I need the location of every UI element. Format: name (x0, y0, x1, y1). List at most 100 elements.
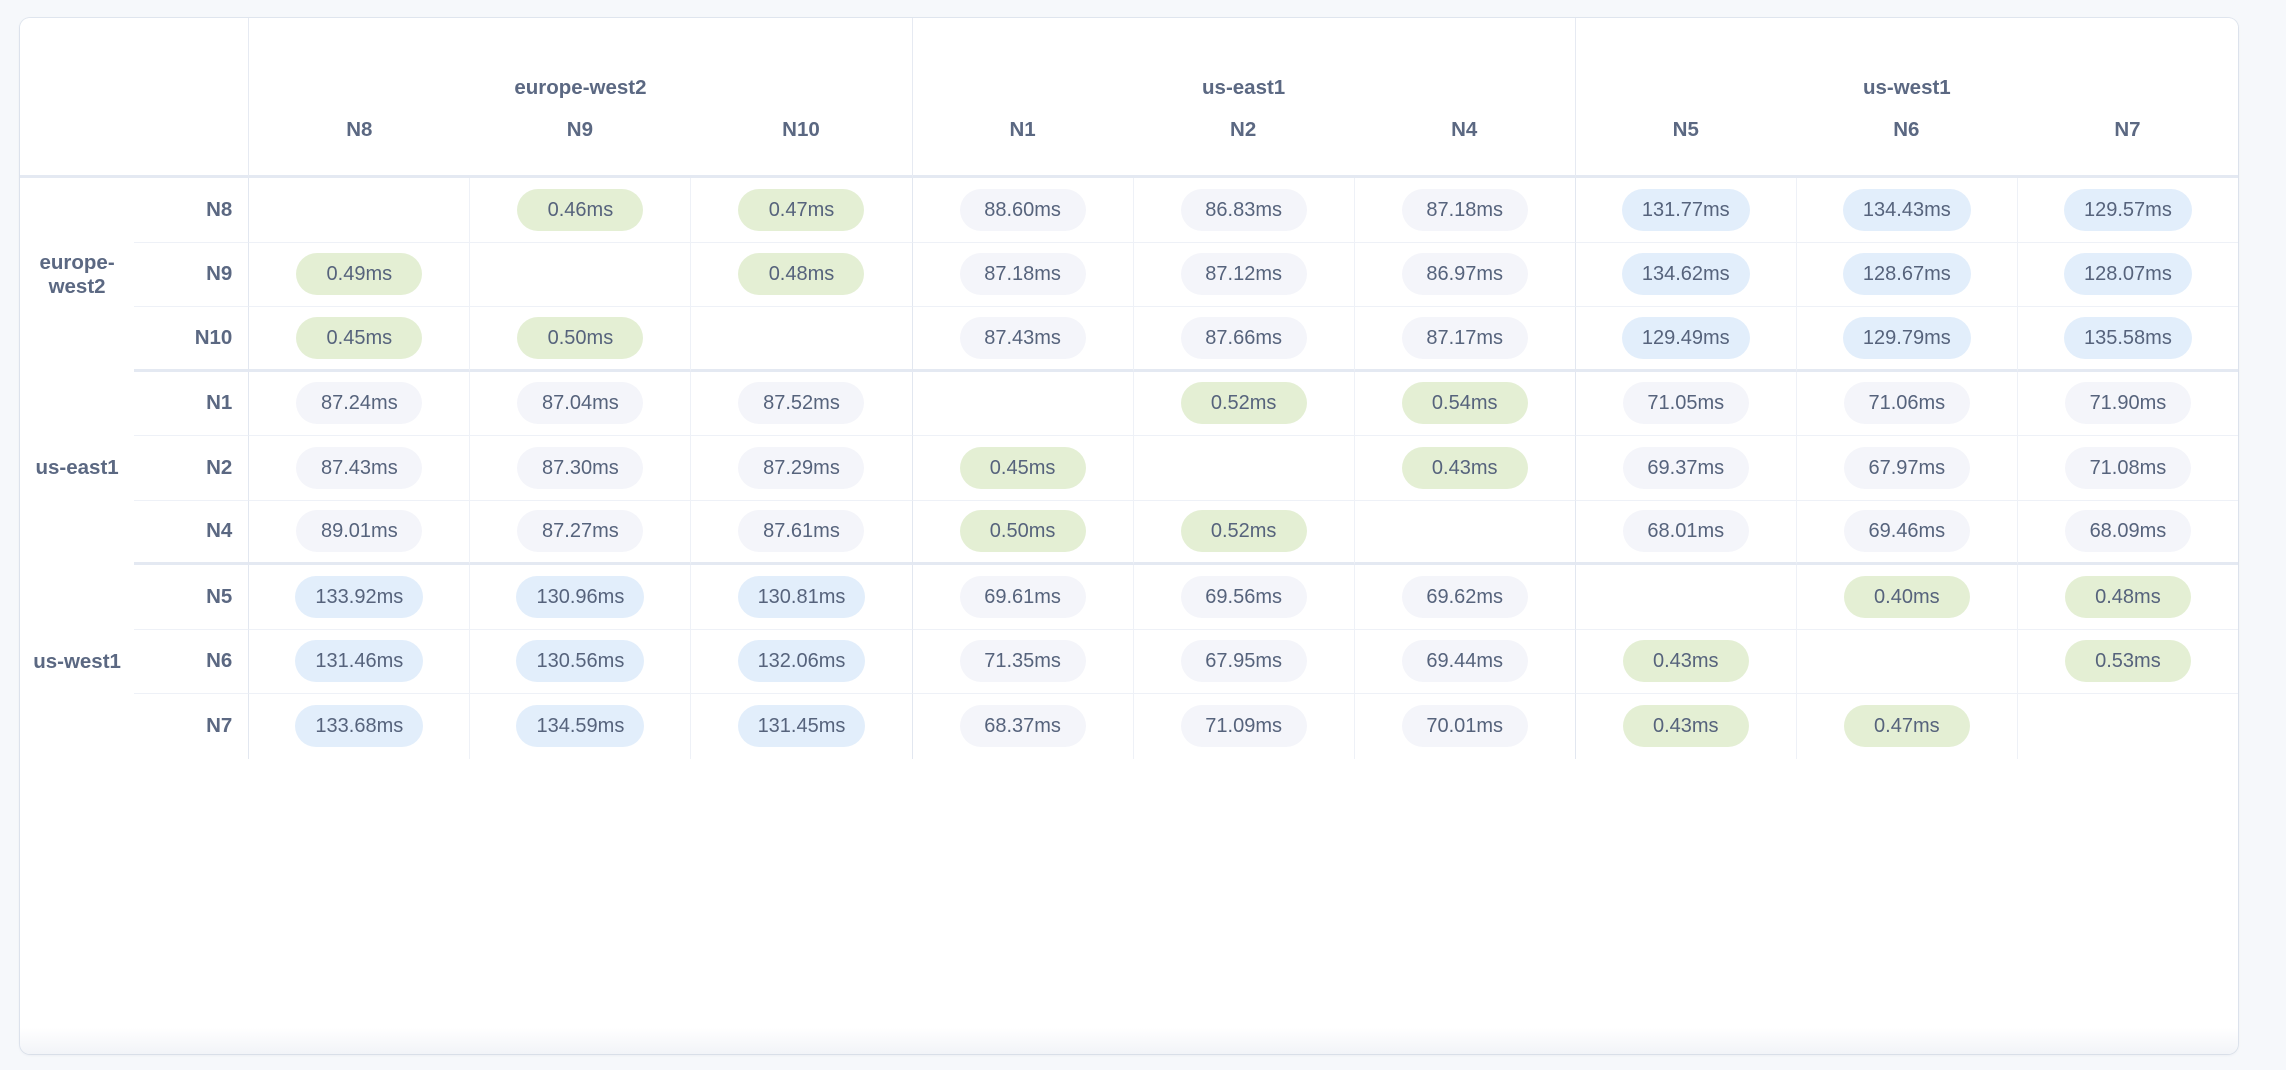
latency-cell-N6-N6[interactable] (1795, 629, 2017, 694)
latency-cell-N4-N4[interactable] (1353, 500, 1575, 565)
latency-cell-N1-N7[interactable]: 71.90ms (2016, 371, 2238, 436)
latency-cell-N2-N10[interactable]: 87.29ms (690, 436, 912, 501)
latency-cell-N5-N4[interactable]: 69.62ms (1353, 565, 1575, 630)
latency-cell-N8-N4[interactable]: 87.18ms (1353, 178, 1575, 243)
latency-cell-N9-N4[interactable]: 86.97ms (1353, 242, 1575, 307)
latency-cell-N9-N1[interactable]: 87.18ms (911, 242, 1133, 307)
row-header-N7[interactable]: N7 (134, 694, 249, 759)
latency-cell-N6-N1[interactable]: 71.35ms (911, 629, 1133, 694)
latency-cell-N9-N8[interactable]: 0.49ms (248, 242, 470, 307)
latency-cell-N4-N8[interactable]: 89.01ms (248, 500, 470, 565)
latency-cell-N8-N2[interactable]: 86.83ms (1132, 178, 1354, 243)
latency-cell-N2-N4[interactable]: 0.43ms (1353, 436, 1575, 501)
latency-cell-N8-N1[interactable]: 88.60ms (911, 178, 1133, 243)
latency-cell-N2-N8[interactable]: 87.43ms (248, 436, 470, 501)
latency-cell-N4-N10[interactable]: 87.61ms (690, 500, 912, 565)
latency-cell-N9-N7[interactable]: 128.07ms (2016, 242, 2238, 307)
latency-cell-N8-N6[interactable]: 134.43ms (1795, 178, 2017, 243)
latency-pill: 71.09ms (1180, 705, 1307, 748)
latency-cell-N6-N5[interactable]: 0.43ms (1574, 629, 1796, 694)
latency-cell-N8-N8[interactable] (248, 178, 470, 243)
latency-cell-N1-N4[interactable]: 0.54ms (1353, 371, 1575, 436)
latency-cell-N8-N9[interactable]: 0.46ms (469, 178, 691, 243)
latency-cell-N2-N6[interactable]: 67.97ms (1795, 436, 2017, 501)
latency-cell-N5-N7[interactable]: 0.48ms (2016, 565, 2238, 630)
latency-cell-N9-N2[interactable]: 87.12ms (1132, 242, 1354, 307)
column-header-N8[interactable]: N8 (248, 106, 470, 178)
latency-cell-N6-N8[interactable]: 131.46ms (248, 629, 470, 694)
latency-cell-N1-N5[interactable]: 71.05ms (1574, 371, 1796, 436)
latency-cell-N7-N8[interactable]: 133.68ms (248, 694, 470, 759)
latency-cell-N1-N1[interactable] (911, 371, 1133, 436)
latency-cell-N5-N9[interactable]: 130.96ms (469, 565, 691, 630)
column-header-N2[interactable]: N2 (1132, 106, 1354, 178)
latency-cell-N8-N5[interactable]: 131.77ms (1574, 178, 1796, 243)
latency-cell-N7-N2[interactable]: 71.09ms (1132, 694, 1354, 759)
latency-cell-N7-N6[interactable]: 0.47ms (1795, 694, 2017, 759)
latency-cell-N5-N10[interactable]: 130.81ms (690, 565, 912, 630)
latency-cell-N4-N1[interactable]: 0.50ms (911, 500, 1133, 565)
row-header-N8[interactable]: N8 (134, 178, 249, 243)
latency-cell-N5-N1[interactable]: 69.61ms (911, 565, 1133, 630)
row-header-N5[interactable]: N5 (134, 565, 249, 630)
latency-cell-N10-N4[interactable]: 87.17ms (1353, 307, 1575, 372)
latency-cell-N5-N2[interactable]: 69.56ms (1132, 565, 1354, 630)
row-header-N4[interactable]: N4 (134, 500, 249, 565)
column-header-N4[interactable]: N4 (1353, 106, 1575, 178)
latency-cell-N5-N8[interactable]: 133.92ms (248, 565, 470, 630)
latency-cell-N1-N6[interactable]: 71.06ms (1795, 371, 2017, 436)
row-header-N10[interactable]: N10 (134, 307, 249, 372)
latency-cell-N2-N9[interactable]: 87.30ms (469, 436, 691, 501)
latency-cell-N4-N2[interactable]: 0.52ms (1132, 500, 1354, 565)
latency-cell-N6-N9[interactable]: 130.56ms (469, 629, 691, 694)
row-header-N6[interactable]: N6 (134, 629, 249, 694)
latency-cell-N9-N5[interactable]: 134.62ms (1574, 242, 1796, 307)
latency-cell-N5-N5[interactable] (1574, 565, 1796, 630)
latency-cell-N4-N9[interactable]: 87.27ms (469, 500, 691, 565)
latency-cell-N5-N6[interactable]: 0.40ms (1795, 565, 2017, 630)
latency-cell-N10-N6[interactable]: 129.79ms (1795, 307, 2017, 372)
latency-cell-N2-N2[interactable] (1132, 436, 1354, 501)
latency-cell-N7-N1[interactable]: 68.37ms (911, 694, 1133, 759)
latency-cell-N7-N10[interactable]: 131.45ms (690, 694, 912, 759)
latency-cell-N6-N4[interactable]: 69.44ms (1353, 629, 1575, 694)
column-header-N6[interactable]: N6 (1795, 106, 2017, 178)
row-header-N2[interactable]: N2 (134, 436, 249, 501)
latency-cell-N1-N10[interactable]: 87.52ms (690, 371, 912, 436)
latency-cell-N4-N5[interactable]: 68.01ms (1574, 500, 1796, 565)
latency-cell-N9-N10[interactable]: 0.48ms (690, 242, 912, 307)
latency-cell-N6-N10[interactable]: 132.06ms (690, 629, 912, 694)
latency-cell-N8-N10[interactable]: 0.47ms (690, 178, 912, 243)
column-header-N1[interactable]: N1 (911, 106, 1133, 178)
latency-cell-N7-N7[interactable] (2016, 694, 2238, 759)
latency-cell-N1-N2[interactable]: 0.52ms (1132, 371, 1354, 436)
latency-cell-N10-N7[interactable]: 135.58ms (2016, 307, 2238, 372)
latency-cell-N10-N1[interactable]: 87.43ms (911, 307, 1133, 372)
latency-cell-N4-N6[interactable]: 69.46ms (1795, 500, 2017, 565)
latency-cell-N7-N9[interactable]: 134.59ms (469, 694, 691, 759)
latency-cell-N2-N7[interactable]: 71.08ms (2016, 436, 2238, 501)
latency-cell-N10-N2[interactable]: 87.66ms (1132, 307, 1354, 372)
column-header-N7[interactable]: N7 (2016, 106, 2238, 178)
latency-cell-N7-N4[interactable]: 70.01ms (1353, 694, 1575, 759)
latency-cell-N9-N9[interactable] (469, 242, 691, 307)
column-header-N9[interactable]: N9 (469, 106, 691, 178)
latency-cell-N7-N5[interactable]: 0.43ms (1574, 694, 1796, 759)
column-header-N5[interactable]: N5 (1574, 106, 1796, 178)
latency-cell-N1-N8[interactable]: 87.24ms (248, 371, 470, 436)
latency-cell-N10-N10[interactable] (690, 307, 912, 372)
latency-cell-N2-N1[interactable]: 0.45ms (911, 436, 1133, 501)
latency-cell-N2-N5[interactable]: 69.37ms (1574, 436, 1796, 501)
latency-cell-N6-N7[interactable]: 0.53ms (2016, 629, 2238, 694)
latency-cell-N10-N9[interactable]: 0.50ms (469, 307, 691, 372)
latency-cell-N10-N5[interactable]: 129.49ms (1574, 307, 1796, 372)
latency-cell-N6-N2[interactable]: 67.95ms (1132, 629, 1354, 694)
latency-cell-N10-N8[interactable]: 0.45ms (248, 307, 470, 372)
latency-cell-N4-N7[interactable]: 68.09ms (2016, 500, 2238, 565)
latency-cell-N8-N7[interactable]: 129.57ms (2016, 178, 2238, 243)
column-header-N10[interactable]: N10 (690, 106, 912, 178)
latency-cell-N1-N9[interactable]: 87.04ms (469, 371, 691, 436)
row-header-N9[interactable]: N9 (134, 242, 249, 307)
latency-cell-N9-N6[interactable]: 128.67ms (1795, 242, 2017, 307)
row-header-N1[interactable]: N1 (134, 371, 249, 436)
